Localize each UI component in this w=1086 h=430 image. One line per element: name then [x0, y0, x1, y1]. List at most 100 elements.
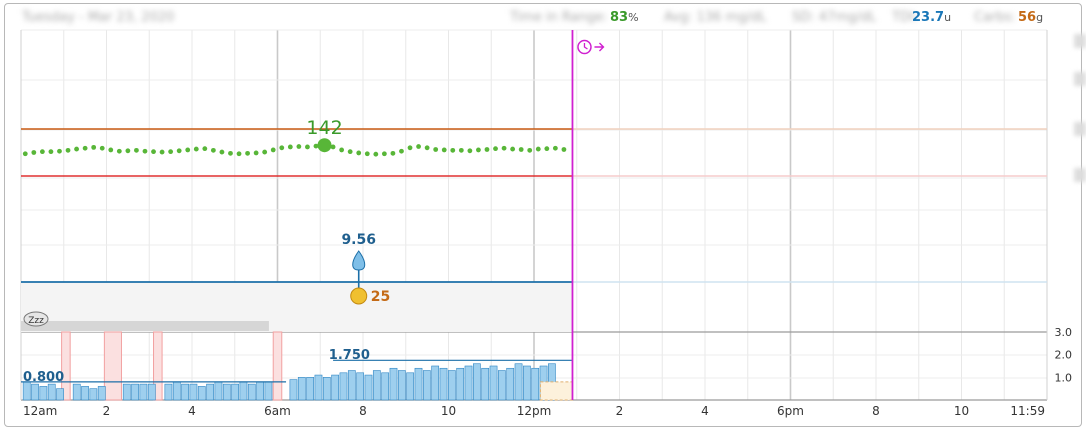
glucose-point: [22, 151, 28, 157]
glucose-point: [305, 144, 310, 150]
glucose-highlight-label: 142: [306, 117, 342, 139]
x-tick-label: 4: [701, 404, 709, 418]
suspend-period: [272, 331, 283, 401]
basal-bar: [472, 363, 481, 401]
x-tick-label: 12pm: [517, 404, 552, 418]
glucose-point: [108, 147, 114, 153]
glucose-point: [219, 149, 225, 155]
y-tick-300: [1074, 72, 1086, 86]
future-basal-block: [539, 381, 573, 401]
glucose-point: [142, 148, 148, 154]
glucose-point: [193, 146, 199, 152]
glucose-point: [176, 148, 182, 154]
basal-bar: [372, 370, 381, 401]
time-in-range-label: Time in Range:: [510, 10, 608, 25]
basal-bar: [523, 365, 531, 401]
basal-bar: [439, 367, 448, 401]
basal-bar: [481, 367, 490, 401]
x-tick-label: 2: [616, 404, 624, 418]
sleep-badge-icon: [23, 311, 49, 327]
carbs-label: Carbs:: [974, 10, 1016, 25]
glucose-point: [373, 151, 379, 157]
thresholds: [21, 128, 1047, 283]
basal-bar: [247, 383, 256, 401]
glucose-point: [561, 147, 567, 152]
now-indicator: [571, 30, 605, 400]
tdi-label: TDI:: [892, 10, 919, 25]
glucose-point: [458, 147, 464, 153]
glucose-point: [65, 147, 71, 153]
x-tick-label: 8: [872, 404, 880, 418]
x-tick-label: 6am: [264, 404, 291, 418]
glucose-highlight-point: [317, 138, 332, 153]
basal-bar: [414, 367, 423, 401]
clock-hands-icon: [583, 43, 588, 50]
basal-bar: [189, 383, 198, 401]
x-tick-label: 10: [954, 404, 969, 418]
basal-bar: [122, 383, 131, 401]
basal-series: 0.800 1.750: [21, 331, 573, 401]
glucose-point: [91, 144, 97, 150]
glucose-point: [424, 145, 430, 151]
basal-bar: [214, 381, 223, 401]
basal-bar: [431, 365, 440, 401]
glucose-point: [185, 147, 191, 153]
time-in-range-value: 83%: [610, 10, 639, 25]
glucose-point: [450, 147, 456, 153]
basal-bar: [264, 381, 273, 401]
glucose-point: [433, 147, 439, 152]
glucose-point: [74, 146, 79, 152]
basal-bar: [164, 383, 173, 401]
glucose-point: [467, 148, 473, 154]
clock-icon: [577, 39, 592, 55]
tdi-value: 23.7u: [912, 10, 952, 25]
basal-bar: [381, 372, 390, 401]
basal-bar: [256, 381, 264, 401]
basal-bar: [131, 383, 139, 401]
basal-y-tick: 1.0: [1055, 371, 1073, 384]
glucose-point: [253, 150, 259, 156]
grid: [20, 29, 1048, 401]
basal-bar: [506, 367, 515, 401]
glucose-point: [381, 151, 387, 157]
glucose-point: [31, 150, 37, 155]
glucose-point: [210, 147, 216, 153]
basal-bar: [139, 383, 148, 401]
glucose-point: [228, 150, 233, 156]
x-tick-label: 12am: [23, 404, 57, 418]
glucose-point: [116, 148, 122, 154]
glucose-point: [39, 149, 45, 155]
sd-stat: SD: 47mg/dL: [792, 10, 877, 25]
glucose-point: [99, 145, 105, 151]
glucose-point: [57, 148, 62, 154]
x-tick-label: 6pm: [777, 404, 804, 418]
glucose-point: [493, 146, 498, 152]
glucose-point: [339, 147, 345, 153]
bolus-marker: 9.56 25: [341, 232, 390, 305]
bolus-insulin-label: 9.56: [341, 232, 376, 248]
basal-y-tick: 2.0: [1055, 349, 1073, 362]
basal-start-rate-label: 0.800: [23, 370, 64, 385]
suspend-period: [153, 331, 163, 401]
axes: 3.0 2.0 1.0 12am 2 4 6am 8 10 12pm 2 4 6pm 8 10 11:59: [23, 326, 1072, 418]
glucose-point: [296, 144, 302, 149]
basal-bar: [56, 388, 64, 401]
basal-bar: [297, 377, 306, 401]
basal-bar: [206, 383, 214, 401]
carbs-apple-icon: [350, 287, 368, 305]
glucose-point: [535, 146, 541, 152]
glucose-point: [364, 151, 370, 157]
basal-bar: [322, 377, 331, 401]
y-tick-70: [1074, 168, 1086, 182]
glucose-point: [399, 148, 404, 154]
glucose-point: [202, 146, 208, 152]
glucose-point: [347, 149, 353, 155]
glucose-point: [262, 149, 268, 155]
basal-bar: [72, 383, 81, 401]
basal-bar: [364, 374, 373, 401]
basal-bar: [197, 386, 206, 401]
basal-bar: [389, 367, 398, 401]
basal-bar: [289, 379, 298, 401]
basal-bar: [314, 374, 323, 401]
glucose-point: [125, 148, 131, 154]
